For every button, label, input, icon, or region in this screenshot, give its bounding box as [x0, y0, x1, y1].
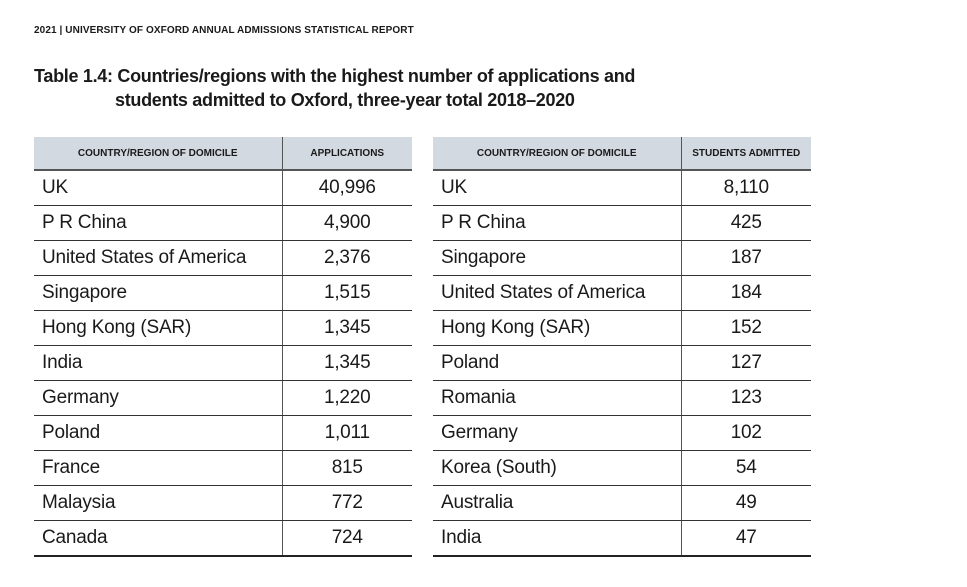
admitted-cell: 123 [680, 380, 811, 416]
country-cell: France [34, 450, 282, 486]
table-row: Germany 102 [433, 415, 811, 451]
applications-cell: 2,376 [281, 240, 412, 276]
country-cell: United States of America [34, 240, 282, 276]
table-title-line2: students admitted to Oxford, three-year … [115, 90, 575, 110]
admitted-cell: 184 [680, 275, 811, 311]
applications-cell: 4,900 [281, 205, 412, 241]
table-row: P R China 4,900 [34, 205, 412, 241]
admitted-cell: 425 [680, 205, 811, 241]
applications-cell: 1,220 [281, 380, 412, 416]
admitted-header-row: COUNTRY/REGION OF DOMICILE STUDENTS ADMI… [433, 137, 811, 171]
country-cell: UK [433, 170, 681, 206]
applications-cell: 815 [281, 450, 412, 486]
country-cell: Romania [433, 380, 681, 416]
country-cell: UK [34, 170, 282, 206]
applications-cell: 40,996 [281, 170, 412, 206]
country-cell: India [34, 345, 282, 381]
table-row: Australia 49 [433, 485, 811, 521]
country-cell: Korea (South) [433, 450, 681, 486]
country-cell: Singapore [433, 240, 681, 276]
table-row: United States of America 2,376 [34, 240, 412, 276]
admitted-cell: 152 [680, 310, 811, 346]
admitted-cell: 54 [680, 450, 811, 486]
applications-header-row: COUNTRY/REGION OF DOMICILE APPLICATIONS [34, 137, 412, 171]
table-row: UK 40,996 [34, 170, 412, 206]
admitted-country-header: COUNTRY/REGION OF DOMICILE [433, 137, 681, 171]
country-cell: Poland [433, 345, 681, 381]
table-row: Malaysia 772 [34, 485, 412, 521]
applications-cell: 1,515 [281, 275, 412, 311]
admitted-cell: 8,110 [680, 170, 811, 206]
table-title-line1: Table 1.4: Countries/regions with the hi… [34, 66, 636, 86]
applications-table: COUNTRY/REGION OF DOMICILE APPLICATIONS … [34, 137, 412, 557]
country-cell: Poland [34, 415, 282, 451]
country-cell: Hong Kong (SAR) [433, 310, 681, 346]
applications-value-header: APPLICATIONS [281, 137, 412, 171]
country-cell: Malaysia [34, 485, 282, 521]
table-row: UK 8,110 [433, 170, 811, 206]
country-cell: Germany [34, 380, 282, 416]
table-row: Germany 1,220 [34, 380, 412, 416]
country-cell: P R China [433, 205, 681, 241]
table-row: Poland 127 [433, 345, 811, 381]
table-row: India 1,345 [34, 345, 412, 381]
table-row: P R China 425 [433, 205, 811, 241]
table-row: Hong Kong (SAR) 1,345 [34, 310, 412, 346]
table-row: Hong Kong (SAR) 152 [433, 310, 811, 346]
admitted-cell: 187 [680, 240, 811, 276]
table-row: Korea (South) 54 [433, 450, 811, 486]
country-cell: India [433, 520, 681, 557]
admitted-cell: 47 [680, 520, 811, 557]
table-row: India 47 [433, 520, 811, 557]
country-cell: Canada [34, 520, 282, 557]
table-title: Table 1.4: Countries/regions with the hi… [34, 64, 635, 112]
country-cell: Singapore [34, 275, 282, 311]
country-cell: Hong Kong (SAR) [34, 310, 282, 346]
admitted-cell: 127 [680, 345, 811, 381]
applications-cell: 1,345 [281, 310, 412, 346]
table-row: Canada 724 [34, 520, 412, 557]
table-row: Romania 123 [433, 380, 811, 416]
table-row: United States of America 184 [433, 275, 811, 311]
country-cell: Australia [433, 485, 681, 521]
table-row: Poland 1,011 [34, 415, 412, 451]
applications-cell: 1,011 [281, 415, 412, 451]
admitted-table: COUNTRY/REGION OF DOMICILE STUDENTS ADMI… [433, 137, 811, 557]
country-cell: United States of America [433, 275, 681, 311]
country-cell: P R China [34, 205, 282, 241]
table-row: France 815 [34, 450, 412, 486]
report-header: 2021 | UNIVERSITY OF OXFORD ANNUAL ADMIS… [34, 25, 414, 36]
applications-cell: 772 [281, 485, 412, 521]
applications-cell: 1,345 [281, 345, 412, 381]
admitted-cell: 49 [680, 485, 811, 521]
applications-cell: 724 [281, 520, 412, 557]
table-row: Singapore 187 [433, 240, 811, 276]
admitted-cell: 102 [680, 415, 811, 451]
applications-country-header: COUNTRY/REGION OF DOMICILE [34, 137, 282, 171]
country-cell: Germany [433, 415, 681, 451]
table-row: Singapore 1,515 [34, 275, 412, 311]
admitted-value-header: STUDENTS ADMITTED [680, 137, 811, 171]
